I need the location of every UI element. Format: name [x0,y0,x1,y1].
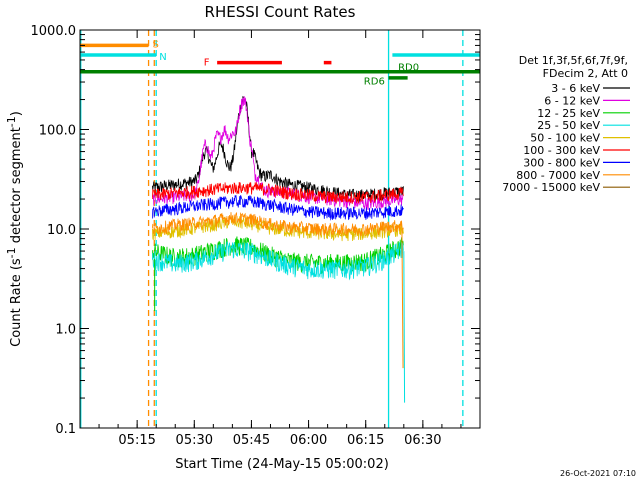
x-tick-label: 06:15 [347,433,384,448]
legend-entry-label: 3 - 6 keV [551,82,600,95]
legend-entry-label: 6 - 12 keV [544,94,600,107]
y-axis-label-part-2: detector segment [9,127,24,247]
series-line [152,241,404,281]
x-tick-label: 06:00 [290,433,327,448]
timestamp: 26-Oct-2021 07:10 [560,469,636,478]
y-axis-label: Count Rate (s-1 detector segment-1) [5,111,24,347]
series-line [152,215,404,242]
x-axis-label: Start Time (24-May-15 05:00:02) [175,457,389,472]
y-axis-label-part-3: ) [9,111,24,116]
legend-entry-label: 25 - 50 keV [537,119,600,132]
legend-entry-label: 300 - 800 keV [523,156,600,169]
flag-label-f: F [204,58,210,69]
x-tick-label: 05:30 [176,433,213,448]
plot-area: SN F RD0 RD6 [80,30,480,428]
y-tick-label: 1000.0 [31,24,77,39]
legend: Det 1f,3f,5f,6f,7f,9f, FDecim 2, Att 0 3… [502,54,630,194]
flag-label-s: S [152,39,158,50]
y-tick-label: 1.0 [55,323,76,338]
legend-entry-label: 7000 - 15000 keV [502,181,600,194]
x-tick-label: 06:30 [404,433,441,448]
y-axis-label-sup-2: -1 [5,116,18,127]
series-line [152,95,404,203]
y-tick-label: 10.0 [47,223,76,238]
series-line [152,181,404,204]
legend-entry-label: 50 - 100 keV [530,132,600,145]
flag-label-rd6: RD6 [364,77,385,88]
y-tick-label: 100.0 [39,124,76,139]
x-axis-ticks: 05:15 05:30 05:45 06:00 06:15 06:30 [79,30,481,448]
flag-label-n: N [159,52,166,63]
series-drop-line [403,251,406,403]
legend-entry-label: 100 - 300 keV [523,144,600,157]
series-line [152,212,404,237]
y-axis-label-part-1: Count Rate (s [9,258,24,347]
series-drop-line [401,228,404,369]
flag-label-rd0: RD0 [398,62,419,73]
y-axis-label-sup-1: -1 [5,247,18,258]
y-axis-ticks: 1000.0 100.0 10.0 1.0 0.1 [31,24,480,437]
chart-title: RHESSI Count Rates [205,3,356,21]
y-tick-label: 0.1 [55,422,76,437]
legend-header-line-1: Det 1f,3f,5f,6f,7f,9f, [519,54,628,67]
series-line [152,194,404,221]
legend-header-line-2: FDecim 2, Att 0 [543,67,628,80]
legend-entry-label: 12 - 25 keV [537,107,600,120]
legend-entry-label: 800 - 7000 keV [516,169,600,182]
x-tick-label: 05:15 [118,433,155,448]
x-tick-label: 05:45 [233,433,270,448]
